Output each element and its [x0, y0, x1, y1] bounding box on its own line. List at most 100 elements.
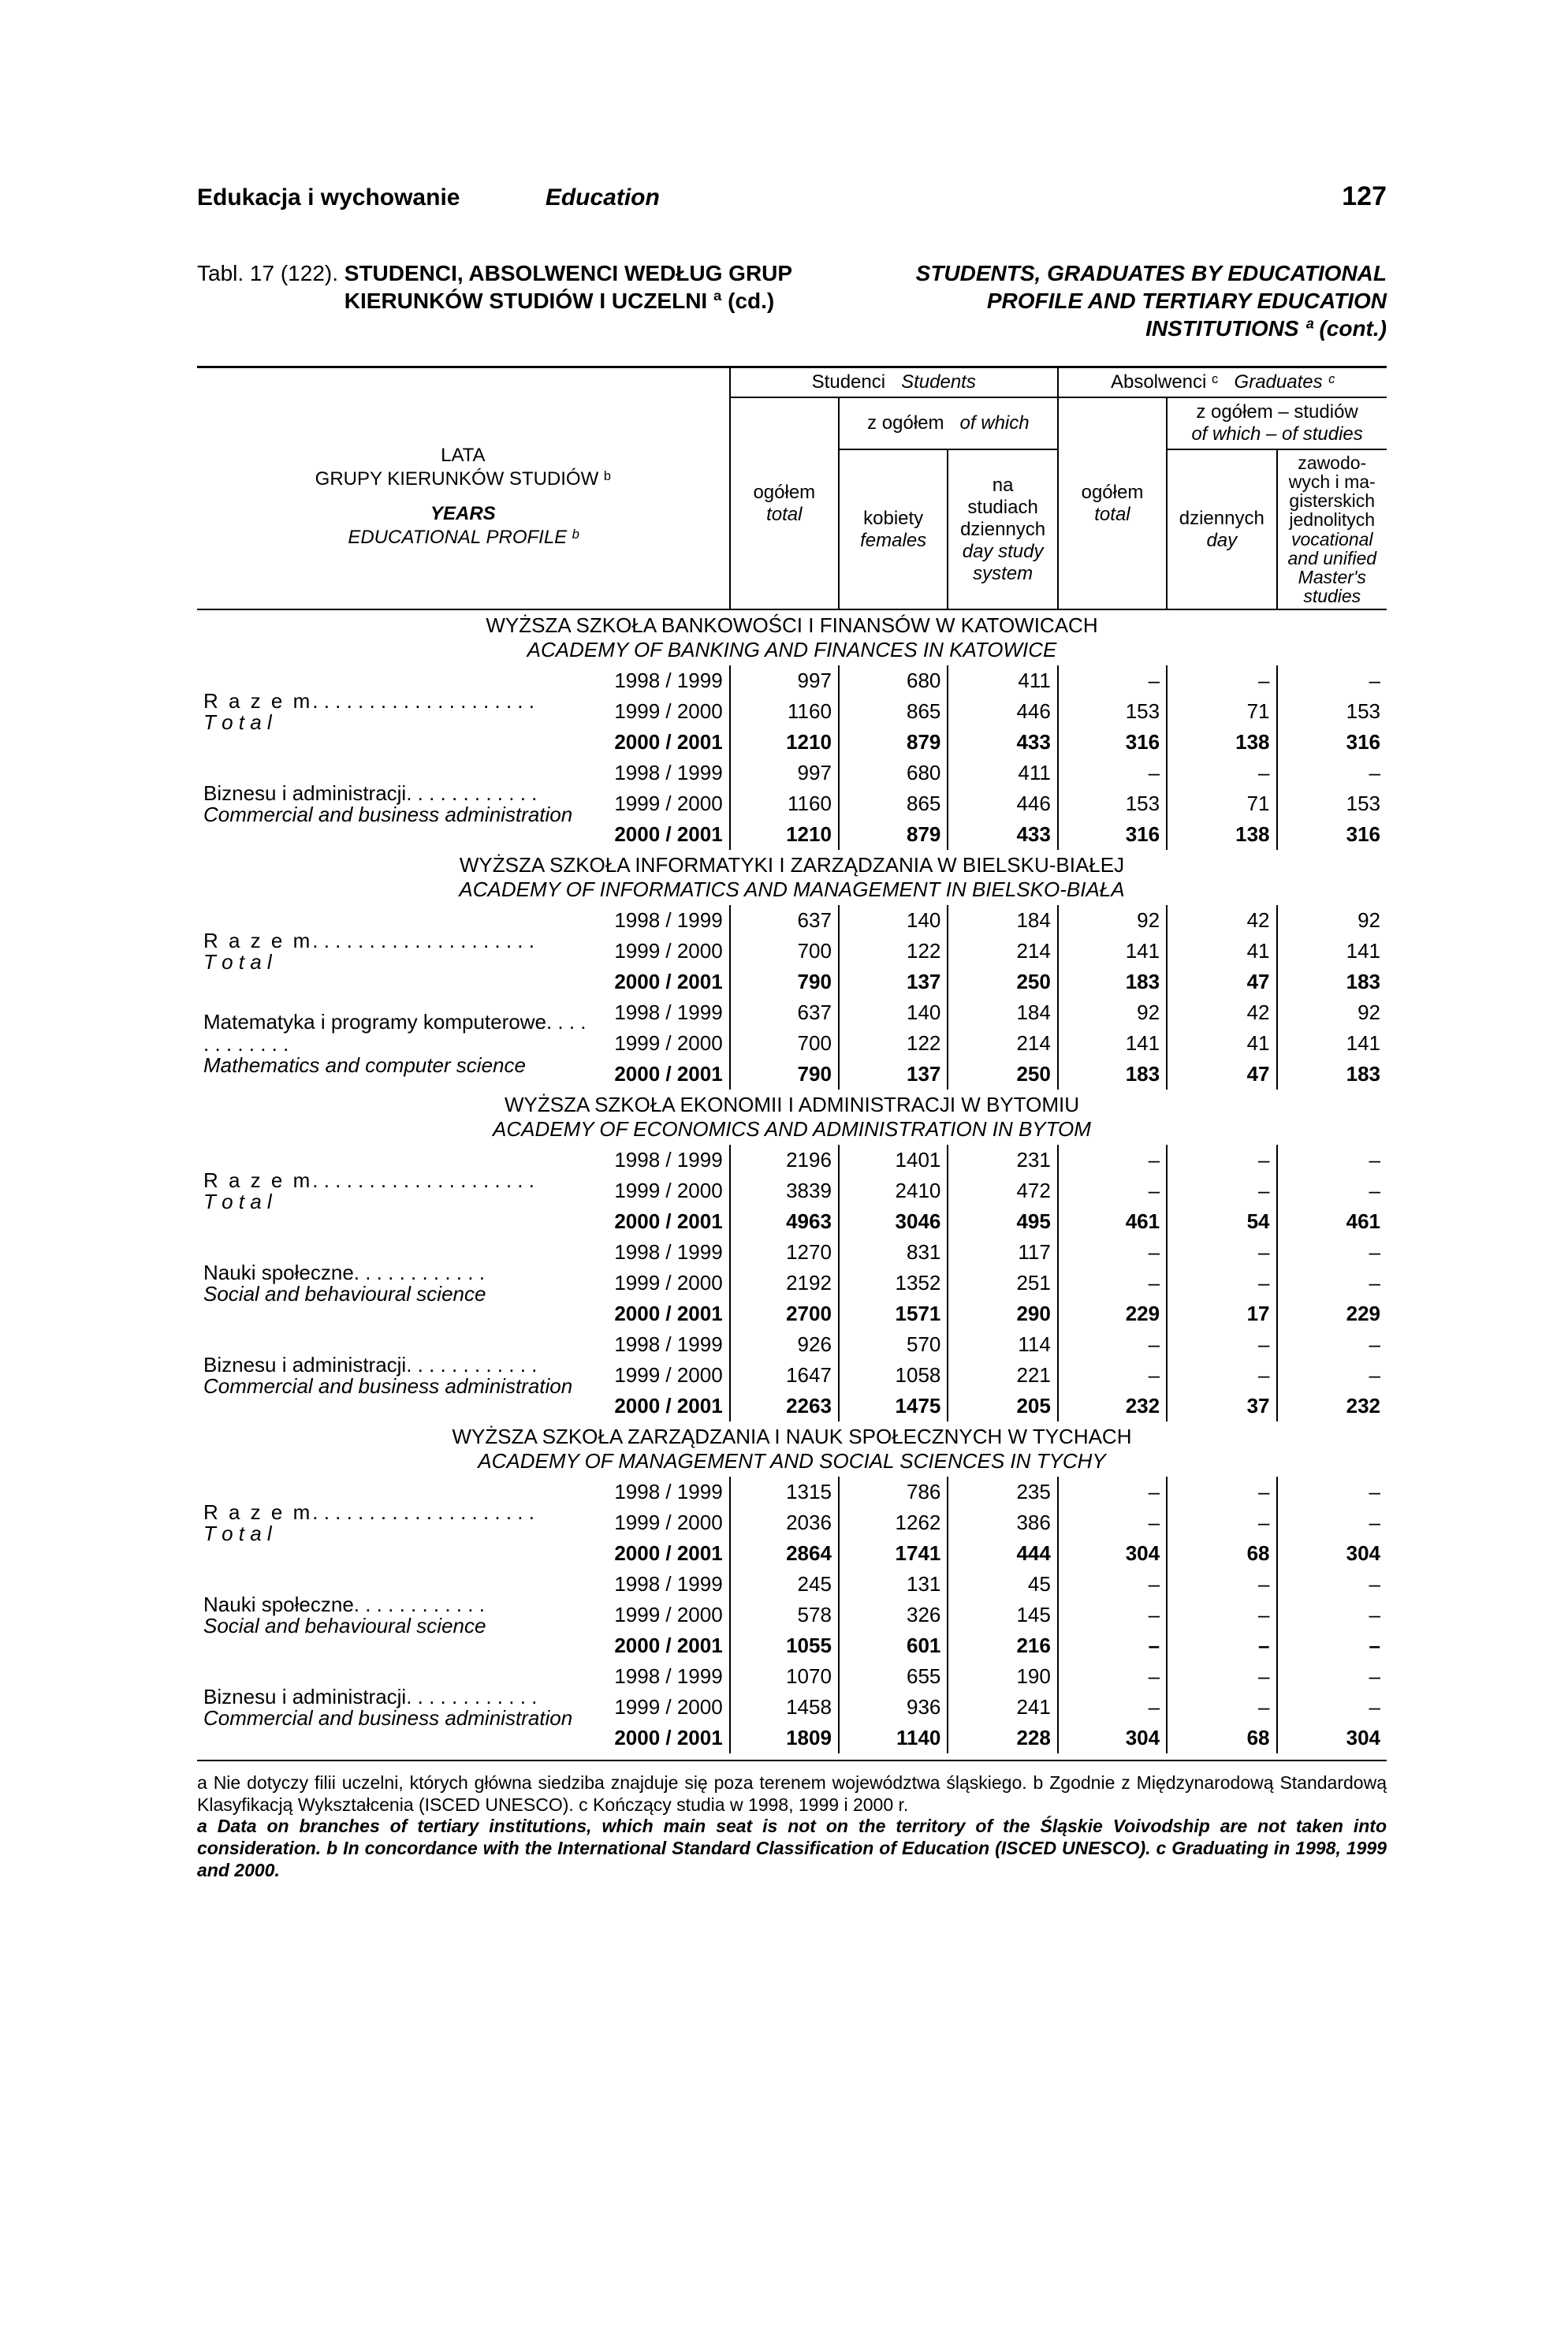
- cell-value: 578: [730, 1600, 839, 1630]
- cell-value: 2864: [730, 1538, 839, 1569]
- cell-value: 184: [948, 905, 1057, 936]
- cell-year: 1999 / 2000: [596, 1692, 729, 1723]
- cell-year: 1999 / 2000: [596, 1600, 729, 1630]
- cell-value: 637: [730, 997, 839, 1028]
- head-ogolem-1: ogółem: [753, 482, 815, 503]
- cell-value: 1262: [839, 1507, 948, 1538]
- bottom-rule: [197, 1760, 1387, 1761]
- head-zogolem: z ogółem: [867, 412, 944, 434]
- cell-year: 1999 / 2000: [596, 1268, 729, 1298]
- cell-value: 45: [948, 1569, 1057, 1600]
- head-stub-grupy: GRUPY KIERUNKÓW STUDIÓW ᵇ: [203, 468, 723, 491]
- title-pl-1: STUDENCI, ABSOLWENCI WEDŁUG GRUP: [345, 261, 792, 285]
- cell-value: 137: [839, 967, 948, 997]
- head-females: females: [860, 530, 926, 551]
- head-ogolem-2: ogółem: [1082, 482, 1144, 503]
- cell-value: 936: [839, 1692, 948, 1723]
- table-row: R a z e m. . . . . . . . . . . . . . . .…: [197, 665, 1387, 696]
- row-stub: R a z e m. . . . . . . . . . . . . . . .…: [197, 1477, 596, 1569]
- cell-value: –: [1277, 1145, 1387, 1176]
- head-day: day: [1206, 530, 1237, 551]
- cell-value: 221: [948, 1360, 1057, 1391]
- cell-value: 386: [948, 1507, 1057, 1538]
- cell-value: 926: [730, 1329, 839, 1360]
- cell-value: 41: [1167, 936, 1276, 967]
- cell-value: 1458: [730, 1692, 839, 1723]
- cell-value: 122: [839, 1028, 948, 1059]
- cell-value: 42: [1167, 905, 1276, 936]
- cell-value: 17: [1167, 1298, 1276, 1329]
- table-head: LATA GRUPY KIERUNKÓW STUDIÓW ᵇ YEARS EDU…: [197, 367, 1387, 610]
- table-ref: Tabl. 17 (122).: [197, 261, 338, 285]
- cell-value: 680: [839, 758, 948, 788]
- head-zogolem2b: of which – of studies: [1191, 423, 1362, 445]
- cell-year: 1998 / 1999: [596, 1661, 729, 1692]
- cell-value: –: [1058, 758, 1167, 788]
- row-stub: R a z e m. . . . . . . . . . . . . . . .…: [197, 1145, 596, 1237]
- head-col6d: jednolitych: [1289, 509, 1375, 530]
- cell-value: 2192: [730, 1268, 839, 1298]
- cell-value: 2196: [730, 1145, 839, 1176]
- cell-year: 1999 / 2000: [596, 1360, 729, 1391]
- cell-value: 42: [1167, 997, 1276, 1028]
- cell-value: 92: [1277, 905, 1387, 936]
- cell-value: 1270: [730, 1237, 839, 1268]
- cell-value: –: [1058, 665, 1167, 696]
- head-stub-lata: LATA: [203, 444, 723, 468]
- cell-value: 145: [948, 1600, 1057, 1630]
- cell-value: –: [1277, 758, 1387, 788]
- cell-value: 235: [948, 1477, 1057, 1507]
- cell-value: 71: [1167, 696, 1276, 727]
- cell-value: 92: [1058, 997, 1167, 1028]
- cell-year: 2000 / 2001: [596, 1538, 729, 1569]
- head-students-en: Students: [901, 371, 976, 393]
- cell-value: 245: [730, 1569, 839, 1600]
- cell-value: –: [1058, 1477, 1167, 1507]
- cell-value: –: [1058, 1661, 1167, 1692]
- table-row: Biznesu i administracji. . . . . . . . .…: [197, 758, 1387, 788]
- row-stub: R a z e m. . . . . . . . . . . . . . . .…: [197, 665, 596, 758]
- cell-value: 138: [1167, 819, 1276, 850]
- cell-value: 411: [948, 665, 1057, 696]
- cell-value: 250: [948, 967, 1057, 997]
- cell-value: –: [1167, 1268, 1276, 1298]
- cell-value: 138: [1167, 727, 1276, 758]
- cell-value: –: [1277, 1600, 1387, 1630]
- cell-year: 1999 / 2000: [596, 936, 729, 967]
- cell-year: 2000 / 2001: [596, 1298, 729, 1329]
- cell-value: 680: [839, 665, 948, 696]
- data-table: LATA GRUPY KIERUNKÓW STUDIÓW ᵇ YEARS EDU…: [197, 366, 1387, 1753]
- cell-value: –: [1277, 1630, 1387, 1661]
- cell-value: 446: [948, 788, 1057, 819]
- running-head-pl: Edukacja i wychowanie: [197, 184, 460, 211]
- cell-value: 153: [1058, 788, 1167, 819]
- cell-year: 1998 / 1999: [596, 1237, 729, 1268]
- cell-year: 1999 / 2000: [596, 1507, 729, 1538]
- running-head-left: Edukacja i wychowanie Education: [197, 184, 660, 211]
- cell-value: –: [1277, 1569, 1387, 1600]
- cell-value: –: [1058, 1329, 1167, 1360]
- head-ofwhich: of which: [960, 412, 1030, 434]
- row-stub: Nauki społeczne. . . . . . . . . . . .So…: [197, 1569, 596, 1661]
- cell-year: 2000 / 2001: [596, 1206, 729, 1237]
- cell-value: 183: [1058, 967, 1167, 997]
- cell-value: 1140: [839, 1723, 948, 1753]
- table-title-left: Tabl. 17 (122). STUDENCI, ABSOLWENCI WED…: [197, 259, 792, 342]
- section-title: WYŻSZA SZKOŁA EKONOMII I ADMINISTRACJI W…: [197, 1090, 1387, 1145]
- cell-value: –: [1167, 1569, 1276, 1600]
- head-nastud4: system: [973, 563, 1033, 584]
- cell-value: 37: [1167, 1391, 1276, 1421]
- cell-value: –: [1058, 1569, 1167, 1600]
- table-row: Nauki społeczne. . . . . . . . . . . .So…: [197, 1237, 1387, 1268]
- cell-value: –: [1277, 1176, 1387, 1206]
- cell-value: 141: [1277, 936, 1387, 967]
- cell-value: 54: [1167, 1206, 1276, 1237]
- cell-value: –: [1058, 1630, 1167, 1661]
- cell-value: –: [1167, 1600, 1276, 1630]
- cell-year: 1999 / 2000: [596, 696, 729, 727]
- footnotes: a Nie dotyczy filii uczelni, których głó…: [197, 1772, 1387, 1881]
- row-stub: Matematyka i programy komputerowe. . . .…: [197, 997, 596, 1090]
- cell-value: 326: [839, 1600, 948, 1630]
- cell-value: –: [1167, 1145, 1276, 1176]
- cell-value: 214: [948, 936, 1057, 967]
